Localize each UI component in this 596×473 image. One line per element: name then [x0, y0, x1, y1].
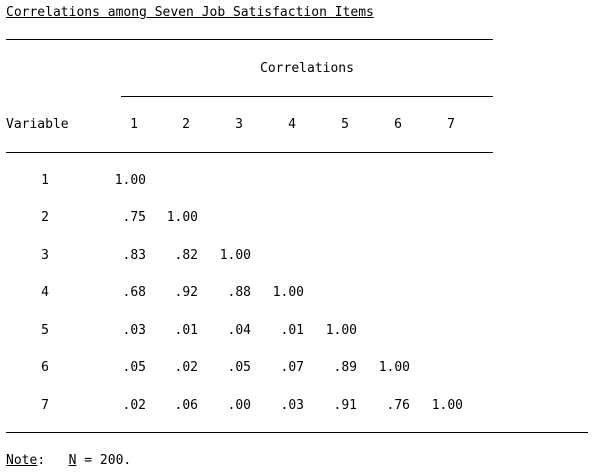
group-header-rule	[121, 96, 493, 97]
table-title: Correlations among Seven Job Satisfactio…	[6, 5, 374, 20]
correlation-cell: .01	[174, 323, 198, 338]
correlation-cell: .83	[122, 248, 146, 263]
correlations-group-header: Correlations	[260, 61, 354, 76]
table-note: Note: N = 200.	[6, 453, 131, 469]
row-label: 1	[41, 173, 49, 188]
correlation-cell: .88	[227, 285, 251, 300]
correlation-cell: 1.00	[114, 173, 146, 188]
column-header-6: 6	[394, 117, 402, 132]
correlation-cell: .07	[280, 360, 304, 375]
note-n-symbol: N	[68, 453, 77, 468]
header-bottom-rule	[6, 152, 493, 153]
correlation-cell: .05	[122, 360, 146, 375]
correlation-cell: .03	[122, 323, 146, 338]
correlation-cell: .91	[333, 398, 357, 413]
correlation-cell: 1.00	[325, 323, 357, 338]
note-label: Note	[6, 453, 38, 468]
correlation-cell: .03	[280, 398, 304, 413]
correlation-cell: .02	[122, 398, 146, 413]
row-label: 2	[41, 210, 49, 225]
correlation-cell: 1.00	[431, 398, 463, 413]
correlation-cell: .76	[386, 398, 410, 413]
row-label: 3	[41, 248, 49, 263]
column-header-7: 7	[447, 117, 455, 132]
column-header-2: 2	[182, 117, 190, 132]
column-header-1: 1	[130, 117, 138, 132]
correlation-cell: .89	[333, 360, 357, 375]
column-header-3: 3	[235, 117, 243, 132]
correlation-cell: .75	[122, 210, 146, 225]
correlation-cell: .06	[174, 398, 198, 413]
row-label: 5	[41, 323, 49, 338]
note-colon: :	[37, 453, 46, 468]
correlation-cell: 1.00	[219, 248, 251, 263]
column-header-5: 5	[341, 117, 349, 132]
correlation-cell: .04	[227, 323, 251, 338]
correlation-cell: 1.00	[272, 285, 304, 300]
top-rule	[6, 39, 493, 40]
variable-column-header: Variable	[6, 117, 69, 132]
row-label: 4	[41, 285, 49, 300]
correlation-cell: .05	[227, 360, 251, 375]
bottom-rule	[6, 432, 588, 433]
correlation-cell: .92	[174, 285, 198, 300]
row-label: 7	[41, 398, 49, 413]
correlation-cell: .82	[174, 248, 198, 263]
row-label: 6	[41, 360, 49, 375]
column-header-4: 4	[288, 117, 296, 132]
correlation-cell: .02	[174, 360, 198, 375]
note-n-value: = 200.	[76, 453, 132, 468]
correlation-cell: .00	[227, 398, 251, 413]
correlation-cell: 1.00	[378, 360, 410, 375]
correlation-cell: .01	[280, 323, 304, 338]
correlation-cell: .68	[122, 285, 146, 300]
correlation-cell: 1.00	[166, 210, 198, 225]
